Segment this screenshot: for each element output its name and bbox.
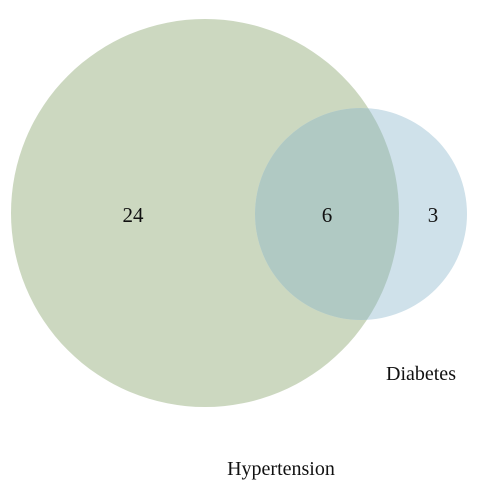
diabetes-label: Diabetes: [386, 363, 456, 385]
overlap-region: [255, 108, 399, 320]
diabetes-only-count: 3: [428, 203, 439, 227]
hypertension-label: Hypertension: [227, 458, 335, 480]
hypertension-only-count: 24: [123, 203, 145, 227]
hypertension-circle: [11, 19, 399, 407]
overlap-count: 6: [322, 203, 333, 227]
